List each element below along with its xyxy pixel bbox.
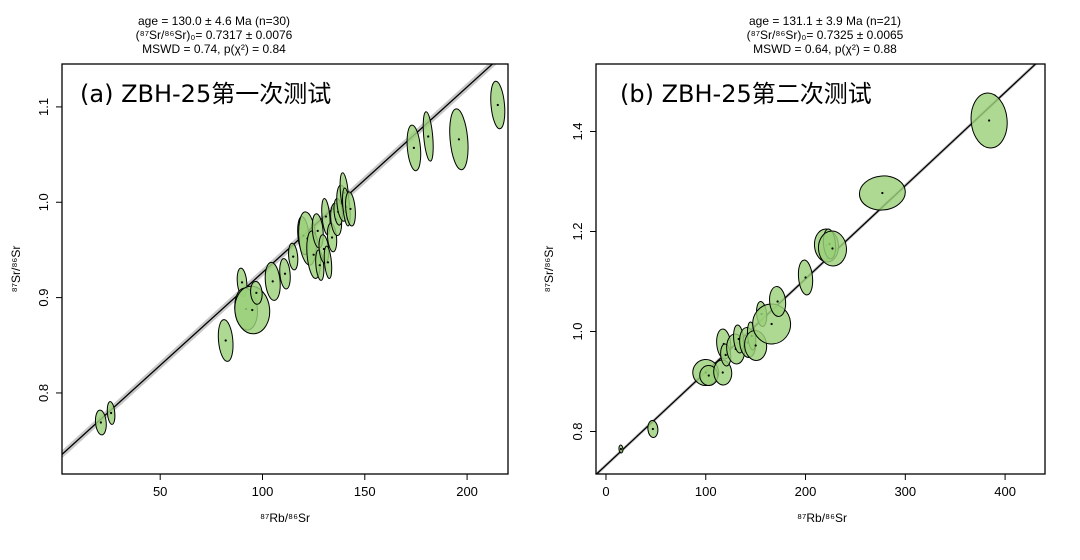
y-tick-label: 0.8	[570, 422, 585, 440]
header-mswd-a: MSWD = 0.74, p(χ²) = 0.84	[142, 42, 286, 56]
data-point	[251, 308, 254, 312]
data-point	[427, 135, 430, 138]
isochron-line	[62, 64, 494, 455]
data-point	[240, 281, 244, 284]
data-point	[831, 247, 834, 250]
plot-layer-b: 0 100 200 300 400 0.8 1.0 1.2 1.4	[570, 64, 1038, 499]
x-tick-label: 400	[994, 484, 1016, 499]
plot-frame-a	[61, 63, 509, 475]
data-point	[271, 280, 274, 283]
plot-area-a	[62, 64, 506, 459]
header-mswd-b: MSWD = 0.64, p(χ²) = 0.88	[753, 42, 897, 56]
data-point	[457, 138, 460, 141]
data-point	[724, 353, 727, 357]
data-point	[881, 191, 884, 195]
plot-panel-b: age = 131.1 ± 3.9 Ma (n=21) (⁸⁷Sr/⁸⁶Sr)₀…	[542, 14, 1046, 525]
data-point	[255, 291, 258, 294]
data-point	[283, 272, 287, 275]
x-tick-label: 0	[602, 484, 609, 499]
isochron-line	[596, 64, 1037, 474]
y-axis-label-b: ⁸⁷Sr/⁸⁶Sr	[542, 246, 556, 293]
data-point	[110, 411, 113, 415]
data-point	[776, 300, 779, 303]
data-point	[312, 253, 315, 256]
x-axis-label-b: ⁸⁷Rb/⁸⁶Sr	[797, 511, 847, 525]
x-axis-label-a: ⁸⁷Rb/⁸⁶Sr	[260, 511, 310, 525]
isochron-error-band	[62, 64, 497, 459]
data-point	[324, 215, 328, 218]
data-point	[988, 119, 991, 122]
data-point	[349, 207, 352, 211]
data-point	[224, 339, 227, 342]
data-point	[651, 427, 654, 431]
panel-label-b: (b) ZBH-25第二次测试	[620, 80, 872, 108]
y-axis-label-a: ⁸⁷Sr/⁸⁶Sr	[9, 246, 23, 293]
data-point	[318, 264, 321, 267]
data-point	[316, 229, 319, 232]
y-tick-label: 1.0	[570, 322, 585, 340]
data-point	[292, 255, 295, 258]
data-point	[721, 371, 724, 374]
header-age-a: age = 130.0 ± 4.6 Ma (n=30)	[138, 14, 290, 28]
x-tick-label: 50	[153, 484, 167, 499]
data-point	[99, 421, 102, 424]
y-tick-label: 1.1	[36, 98, 51, 116]
y-tick-label: 0.9	[36, 289, 51, 307]
data-point	[326, 261, 330, 264]
x-tick-label: 200	[456, 484, 478, 499]
y-tick-label: 1.4	[570, 122, 585, 140]
x-tick-label: 200	[795, 484, 817, 499]
header-initial-ratio-b: (⁸⁷Sr/⁸⁶Sr)₀= 0.7325 ± 0.0065	[747, 28, 904, 42]
plot-frame-b	[595, 63, 1046, 475]
data-point	[770, 322, 773, 326]
panel-label-a: (a) ZBH-25第一次测试	[80, 80, 331, 108]
y-tick-label: 0.8	[36, 384, 51, 402]
x-tick-label: 150	[354, 484, 376, 499]
data-point	[707, 374, 710, 377]
data-point	[754, 344, 757, 347]
plot-area-b	[596, 64, 1038, 474]
data-point	[330, 236, 334, 239]
plot-panel-a: age = 130.0 ± 4.6 Ma (n=30) (⁸⁷Sr/⁸⁶Sr)₀…	[9, 14, 509, 525]
x-tick-label: 100	[252, 484, 274, 499]
header-initial-ratio-a: (⁸⁷Sr/⁸⁶Sr)₀= 0.7317 ± 0.0076	[136, 28, 293, 42]
data-point	[496, 103, 499, 107]
x-tick-label: 100	[695, 484, 717, 499]
y-tick-label: 1.2	[570, 222, 585, 240]
y-tick-label: 1.0	[36, 193, 51, 211]
header-age-b: age = 131.1 ± 3.9 Ma (n=21)	[749, 14, 901, 28]
x-tick-label: 300	[894, 484, 916, 499]
plot-layer-a: 50 100 150 200 0.8 0.9 1.0 1.1	[36, 64, 506, 499]
data-point	[412, 146, 415, 150]
data-point	[804, 276, 807, 279]
data-point	[619, 447, 623, 451]
